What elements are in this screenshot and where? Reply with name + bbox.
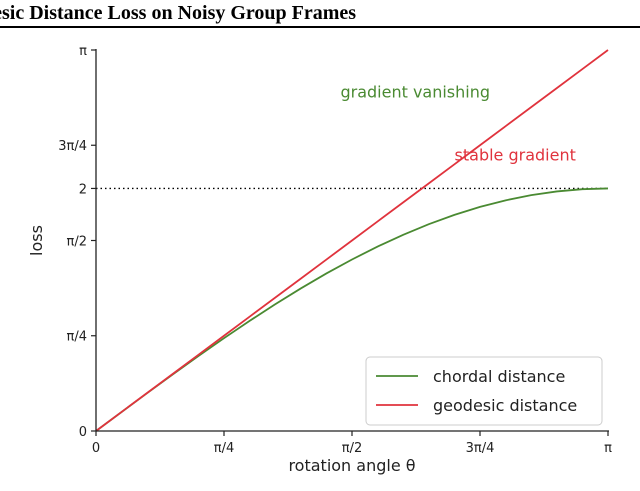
y-axis-label: loss	[27, 225, 46, 256]
legend-label-chordal: chordal distance	[433, 367, 565, 386]
annotation-gradient-vanishing: gradient vanishing	[340, 82, 490, 101]
y-tick-label: 0	[79, 425, 87, 440]
legend-box	[365, 356, 603, 426]
x-tick-label: π/4	[214, 441, 234, 456]
annotation-stable-gradient: stable gradient	[455, 146, 576, 165]
y-tick-label: 3π/4	[58, 139, 87, 154]
legend: chordal distance geodesic distance	[365, 356, 603, 426]
chart-title: desic Distance Loss on Noisy Group Frame…	[0, 2, 357, 24]
ticks-layer: 0 π/4 π/2 3π/4 π 0 π/4 π/2 2 3π/4 π	[58, 44, 612, 456]
y-tick-label: 2	[79, 182, 87, 197]
title-bar: desic Distance Loss on Noisy Group Frame…	[0, 0, 640, 29]
x-tick-label: π/2	[342, 441, 362, 456]
x-axis-label: rotation angle θ	[288, 456, 415, 475]
title-rule	[0, 26, 640, 28]
y-tick-label: π/2	[67, 234, 87, 249]
y-tick-label: π/4	[67, 330, 87, 345]
legend-label-geodesic: geodesic distance	[433, 396, 577, 415]
x-tick-label: π	[604, 441, 612, 456]
y-tick-label: π	[79, 44, 87, 59]
series-layer	[95, 49, 609, 432]
x-tick-label: 3π/4	[466, 441, 495, 456]
series-line-geodesic	[95, 49, 609, 432]
x-tick-label: 0	[92, 441, 100, 456]
